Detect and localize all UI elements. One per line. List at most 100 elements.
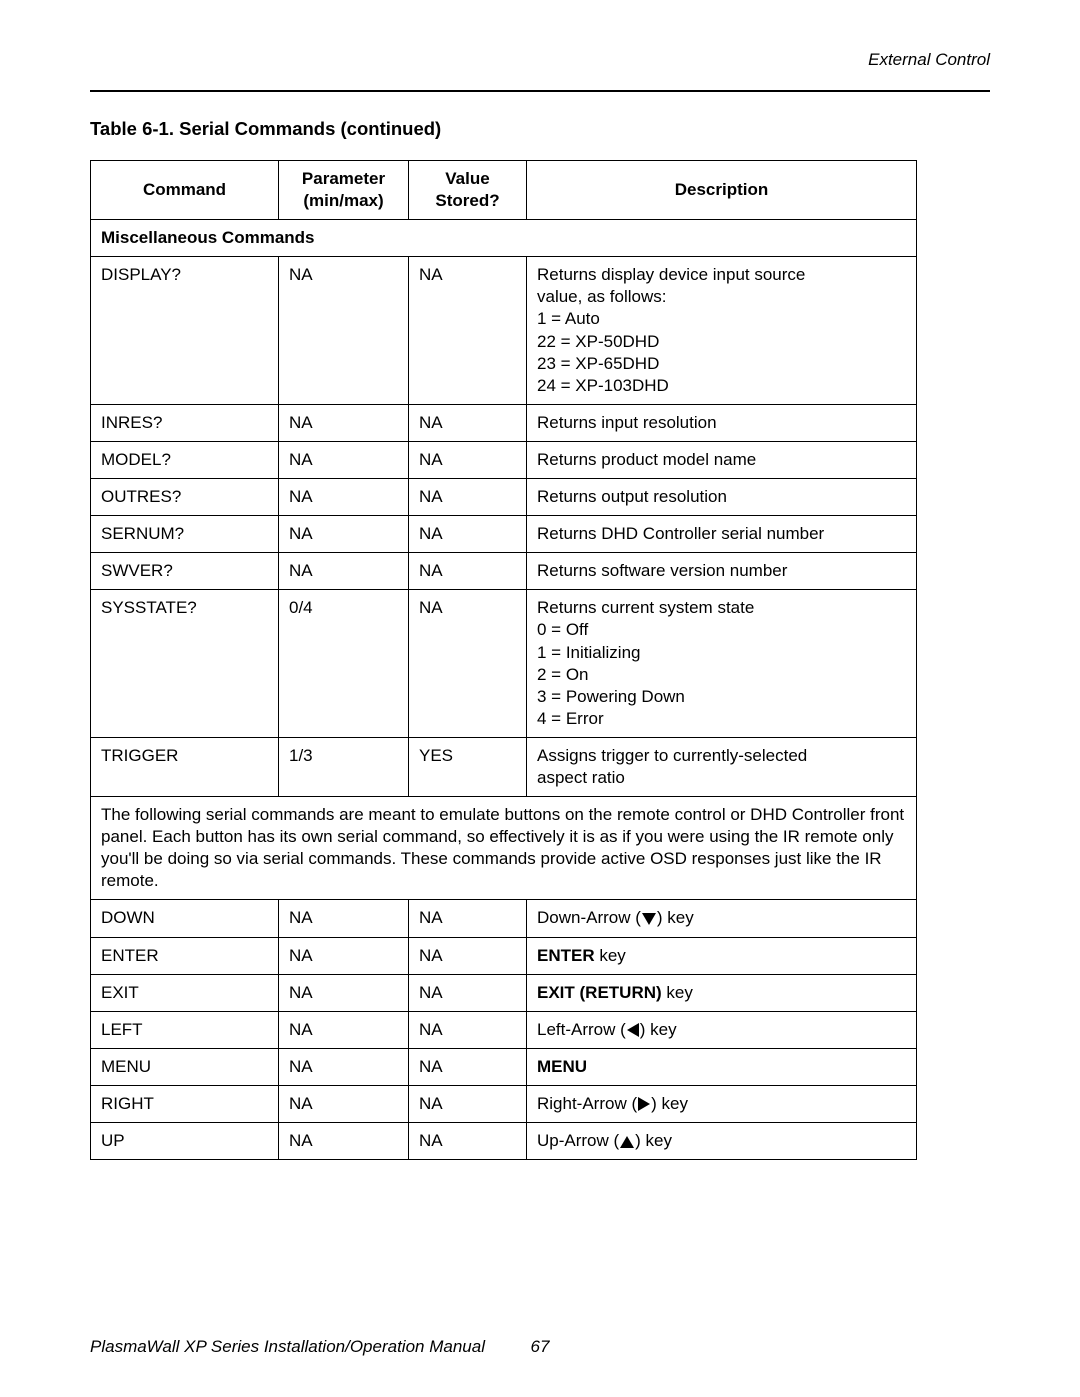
right-arrow-icon bbox=[637, 1096, 651, 1112]
desc-line: Returns product model name bbox=[537, 450, 756, 469]
table-row: ENTERNANAENTER key bbox=[91, 937, 917, 974]
table-row: SWVER?NANAReturns software version numbe… bbox=[91, 553, 917, 590]
table-row: UPNANAUp-Arrow () key bbox=[91, 1123, 917, 1160]
desc-line: Returns DHD Controller serial number bbox=[537, 524, 824, 543]
desc-line: 23 = XP-65DHD bbox=[537, 354, 659, 373]
cell-stored: NA bbox=[409, 516, 527, 553]
cell-parameter: NA bbox=[279, 479, 409, 516]
cell-description: MENU bbox=[527, 1048, 917, 1085]
table-row: OUTRES?NANAReturns output resolution bbox=[91, 479, 917, 516]
cell-command: TRIGGER bbox=[91, 737, 279, 796]
table-row: SERNUM?NANAReturns DHD Controller serial… bbox=[91, 516, 917, 553]
desc-line: 3 = Powering Down bbox=[537, 687, 685, 706]
cell-command: SWVER? bbox=[91, 553, 279, 590]
cell-stored: NA bbox=[409, 1048, 527, 1085]
cell-command: LEFT bbox=[91, 1011, 279, 1048]
note-cell: The following serial commands are meant … bbox=[91, 797, 917, 900]
down-arrow-icon bbox=[641, 912, 657, 926]
cell-stored: NA bbox=[409, 974, 527, 1011]
cell-command: UP bbox=[91, 1123, 279, 1160]
desc-line: Returns current system state bbox=[537, 598, 754, 617]
cell-stored: NA bbox=[409, 479, 527, 516]
section-header-row: Miscellaneous Commands bbox=[91, 220, 917, 257]
page-footer: PlasmaWall XP Series Installation/Operat… bbox=[90, 1337, 990, 1357]
cell-command: ENTER bbox=[91, 937, 279, 974]
footer-page-number: 67 bbox=[531, 1337, 550, 1357]
desc-line: 4 = Error bbox=[537, 709, 604, 728]
left-arrow-icon bbox=[626, 1022, 640, 1038]
column-header-stored: ValueStored? bbox=[409, 161, 527, 220]
table-row: RIGHTNANARight-Arrow () key bbox=[91, 1085, 917, 1122]
table-header-row: Command Parameter(min/max) ValueStored? … bbox=[91, 161, 917, 220]
cell-command: DOWN bbox=[91, 900, 279, 937]
desc-line: Returns output resolution bbox=[537, 487, 727, 506]
cell-stored: NA bbox=[409, 900, 527, 937]
table-row: SYSSTATE?0/4NAReturns current system sta… bbox=[91, 590, 917, 738]
desc-line: 22 = XP-50DHD bbox=[537, 332, 659, 351]
column-header-description: Description bbox=[527, 161, 917, 220]
cell-stored: NA bbox=[409, 1085, 527, 1122]
cell-parameter: 1/3 bbox=[279, 737, 409, 796]
cell-stored: NA bbox=[409, 441, 527, 478]
cell-description: Left-Arrow () key bbox=[527, 1011, 917, 1048]
cell-description: Returns software version number bbox=[527, 553, 917, 590]
cell-parameter: NA bbox=[279, 1123, 409, 1160]
cell-parameter: NA bbox=[279, 1048, 409, 1085]
cell-stored: NA bbox=[409, 553, 527, 590]
cell-description: Up-Arrow () key bbox=[527, 1123, 917, 1160]
running-header: External Control bbox=[868, 50, 990, 69]
cell-parameter: NA bbox=[279, 441, 409, 478]
desc-line: Returns input resolution bbox=[537, 413, 717, 432]
cell-parameter: 0/4 bbox=[279, 590, 409, 738]
cell-stored: NA bbox=[409, 404, 527, 441]
cell-parameter: NA bbox=[279, 404, 409, 441]
cell-command: OUTRES? bbox=[91, 479, 279, 516]
cell-command: MODEL? bbox=[91, 441, 279, 478]
desc-bold: MENU bbox=[537, 1057, 587, 1076]
cell-parameter: NA bbox=[279, 1085, 409, 1122]
cell-stored: NA bbox=[409, 1123, 527, 1160]
cell-stored: NA bbox=[409, 1011, 527, 1048]
cell-command: INRES? bbox=[91, 404, 279, 441]
table-row: LEFTNANALeft-Arrow () key bbox=[91, 1011, 917, 1048]
desc-line: Returns display device input source bbox=[537, 265, 805, 284]
note-row: The following serial commands are meant … bbox=[91, 797, 917, 900]
cell-command: SYSSTATE? bbox=[91, 590, 279, 738]
cell-parameter: NA bbox=[279, 553, 409, 590]
table-row: EXITNANAEXIT (RETURN) key bbox=[91, 974, 917, 1011]
cell-description: EXIT (RETURN) key bbox=[527, 974, 917, 1011]
table-title: Table 6-1. Serial Commands (continued) bbox=[90, 118, 990, 140]
cell-command: DISPLAY? bbox=[91, 257, 279, 405]
up-arrow-icon bbox=[619, 1135, 635, 1149]
cell-parameter: NA bbox=[279, 1011, 409, 1048]
desc-bold: EXIT (RETURN) bbox=[537, 983, 662, 1002]
cell-parameter: NA bbox=[279, 516, 409, 553]
cell-parameter: NA bbox=[279, 937, 409, 974]
section-header-cell: Miscellaneous Commands bbox=[91, 220, 917, 257]
column-header-command: Command bbox=[91, 161, 279, 220]
cell-description: Returns DHD Controller serial number bbox=[527, 516, 917, 553]
cell-description: Returns display device input sourcevalue… bbox=[527, 257, 917, 405]
desc-line: 1 = Initializing bbox=[537, 643, 640, 662]
table-row: DISPLAY?NANAReturns display device input… bbox=[91, 257, 917, 405]
cell-command: RIGHT bbox=[91, 1085, 279, 1122]
column-header-parameter: Parameter(min/max) bbox=[279, 161, 409, 220]
cell-description: Assigns trigger to currently-selected asp… bbox=[527, 737, 917, 796]
desc-line: 24 = XP-103DHD bbox=[537, 376, 669, 395]
cell-stored: YES bbox=[409, 737, 527, 796]
desc-line: Assigns trigger to currently-selected bbox=[537, 746, 807, 765]
cell-description: Returns current system state0 = Off1 = I… bbox=[527, 590, 917, 738]
cell-description: Returns output resolution bbox=[527, 479, 917, 516]
serial-commands-table: Command Parameter(min/max) ValueStored? … bbox=[90, 160, 917, 1160]
cell-parameter: NA bbox=[279, 900, 409, 937]
header-rule bbox=[90, 90, 990, 92]
desc-line: 1 = Auto bbox=[537, 309, 600, 328]
cell-stored: NA bbox=[409, 257, 527, 405]
cell-command: MENU bbox=[91, 1048, 279, 1085]
table-row: TRIGGER1/3YESAssigns trigger to currentl… bbox=[91, 737, 917, 796]
cell-description: Returns product model name bbox=[527, 441, 917, 478]
cell-command: EXIT bbox=[91, 974, 279, 1011]
cell-description: Down-Arrow () key bbox=[527, 900, 917, 937]
cell-parameter: NA bbox=[279, 974, 409, 1011]
desc-line: aspect ratio bbox=[537, 768, 625, 787]
